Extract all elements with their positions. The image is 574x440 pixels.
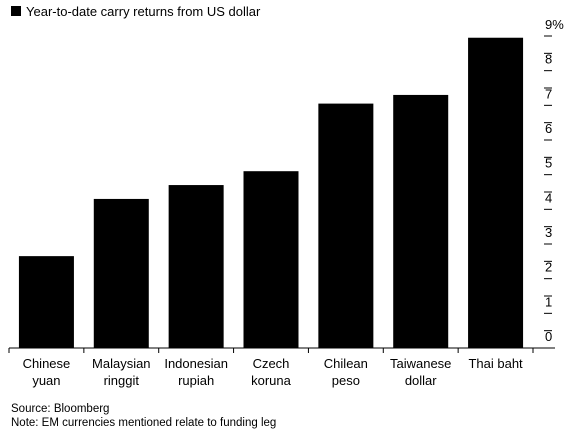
- y-tick-label: 9%: [545, 17, 564, 32]
- y-tick-label: 2: [545, 260, 552, 275]
- x-tick-label: rupiah: [178, 373, 214, 388]
- x-tick-label: yuan: [32, 373, 60, 388]
- x-tick-label: Indonesian: [164, 356, 228, 371]
- x-tick-label: peso: [332, 373, 360, 388]
- chart-footer: Source: Bloomberg Note: EM currencies me…: [11, 402, 276, 430]
- bar: [318, 103, 374, 348]
- x-tick-label: dollar: [405, 373, 437, 388]
- bar: [168, 185, 224, 348]
- footnote: Note: EM currencies mentioned relate to …: [11, 417, 277, 429]
- y-tick-label: 1: [545, 294, 552, 309]
- bar: [18, 256, 74, 348]
- bar-chart: 0 1 2 3 4 5 6 7 8 9% Chinese yuan Malaysian ringgit In…: [8, 17, 564, 388]
- legend-swatch: [11, 6, 21, 16]
- bar: [243, 171, 299, 348]
- bar: [93, 198, 149, 348]
- y-tick-label: 0: [545, 329, 552, 344]
- y-tick-label: 6: [545, 121, 552, 136]
- legend: Year-to-date carry returns from US dolla…: [11, 3, 261, 19]
- y-tick-label: 3: [545, 225, 552, 240]
- x-tick-label: Malaysian: [92, 356, 151, 371]
- legend-label: Year-to-date carry returns from US dolla…: [26, 3, 261, 19]
- y-tick-label: 8: [545, 52, 552, 67]
- x-tick-label: Chilean: [324, 356, 368, 371]
- x-tick-label: Chinese: [23, 356, 71, 371]
- x-tick-label: koruna: [251, 373, 292, 388]
- y-tick-label: 4: [545, 190, 552, 205]
- x-tick-label: Taiwanese: [390, 356, 451, 371]
- y-tick-label: 5: [545, 156, 552, 171]
- x-tick-label: Czech: [253, 356, 290, 371]
- x-tick-label: Thai baht: [468, 356, 523, 371]
- bar: [393, 94, 449, 348]
- y-tick-label: 7: [545, 86, 552, 101]
- x-tick-label: ringgit: [104, 373, 140, 388]
- bar: [468, 37, 524, 348]
- source-note: Source: Bloomberg: [11, 403, 110, 415]
